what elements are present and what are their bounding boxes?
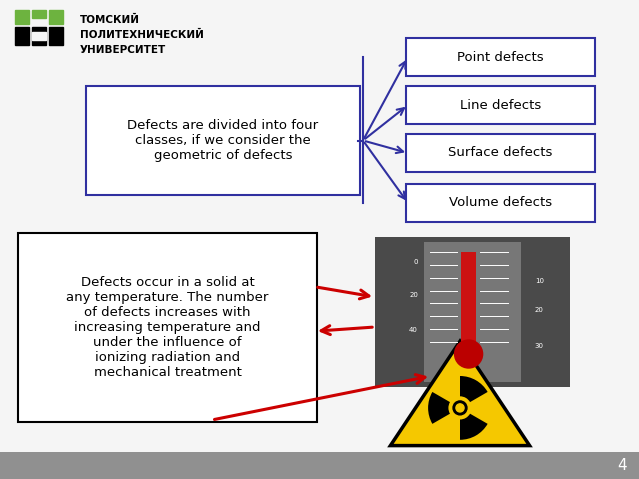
Bar: [49, 27, 63, 45]
Bar: [32, 10, 46, 18]
Wedge shape: [428, 392, 450, 424]
Bar: [49, 10, 63, 24]
Bar: [424, 242, 521, 382]
Text: Defects are divided into four
classes, if we consider the
geometric of defects: Defects are divided into four classes, i…: [127, 119, 319, 162]
Text: Point defects: Point defects: [457, 50, 544, 64]
Bar: [32, 32, 46, 40]
Bar: [15, 10, 29, 24]
Bar: [32, 27, 46, 45]
Text: 30: 30: [535, 342, 544, 349]
FancyBboxPatch shape: [406, 38, 595, 76]
Text: 20: 20: [409, 292, 418, 298]
Polygon shape: [390, 341, 530, 445]
Bar: [461, 252, 477, 350]
FancyBboxPatch shape: [406, 86, 595, 124]
Bar: [15, 27, 29, 45]
Wedge shape: [460, 376, 488, 402]
Text: Volume defects: Volume defects: [449, 196, 552, 209]
Text: 4: 4: [617, 458, 627, 473]
Circle shape: [454, 340, 482, 368]
FancyBboxPatch shape: [86, 86, 360, 195]
Text: 0: 0: [413, 259, 418, 265]
Text: ПОЛИТЕХНИЧЕСКИЙ: ПОЛИТЕХНИЧЕСКИЙ: [80, 30, 204, 40]
Circle shape: [453, 401, 467, 415]
Bar: [375, 237, 570, 387]
FancyBboxPatch shape: [406, 184, 595, 222]
Text: Defects occur in a solid at
any temperature. The number
of defects increases wit: Defects occur in a solid at any temperat…: [66, 276, 268, 379]
Text: 40: 40: [409, 327, 418, 333]
Text: ТОМСКИЙ: ТОМСКИЙ: [80, 15, 140, 25]
Circle shape: [456, 404, 464, 412]
Text: Line defects: Line defects: [460, 99, 541, 112]
FancyBboxPatch shape: [18, 233, 317, 422]
Text: 10: 10: [535, 278, 544, 284]
Wedge shape: [460, 414, 488, 440]
Text: УНИВЕРСИТЕТ: УНИВЕРСИТЕТ: [80, 45, 166, 55]
Text: Surface defects: Surface defects: [449, 147, 553, 160]
Text: 20: 20: [535, 308, 544, 313]
Bar: [0, 452, 639, 479]
FancyBboxPatch shape: [406, 134, 595, 172]
